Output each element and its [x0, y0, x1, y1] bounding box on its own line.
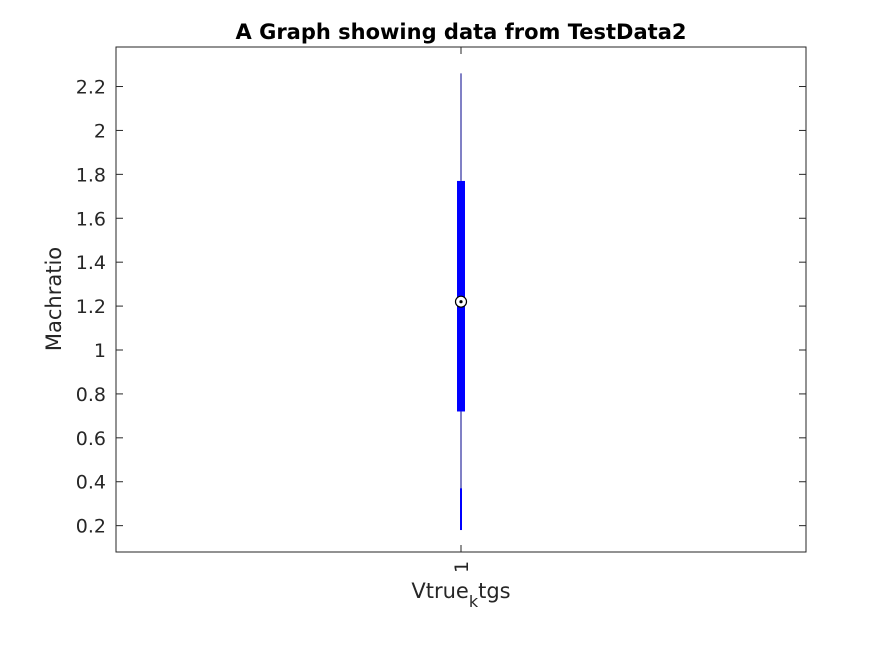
- y-tick-label: 1.2: [76, 296, 106, 318]
- median-marker-dot: [459, 300, 463, 304]
- y-axis-ticks: [116, 86, 806, 527]
- x-axis-label-suffix: tgs: [478, 579, 511, 603]
- x-axis-label-main: Vtrue: [411, 579, 468, 603]
- y-tick-label: 2.2: [76, 77, 106, 99]
- x-tick-label: 1: [451, 561, 473, 573]
- chart-title: A Graph showing data from TestData2: [236, 20, 687, 44]
- y-tick-label: 1.8: [76, 164, 106, 186]
- y-axis-label: Machratio: [42, 247, 66, 351]
- y-tick-label: 1.4: [76, 252, 106, 274]
- x-axis-tick-labels: 1: [451, 561, 473, 573]
- y-tick-label: 1.6: [76, 208, 106, 230]
- y-tick-label: 0.4: [76, 472, 106, 494]
- y-tick-label: 2: [94, 120, 106, 142]
- box-series: [454, 73, 468, 531]
- x-axis-label-subscript: k: [469, 592, 479, 611]
- y-tick-label: 0.2: [76, 516, 106, 538]
- y-tick-label: 0.8: [76, 384, 106, 406]
- y-tick-label: 1: [94, 340, 106, 362]
- y-axis-tick-labels: 0.2 0.4 0.6 0.8 1 1.2 1.4 1.6 1.8 2 2.2: [76, 77, 106, 538]
- y-tick-label: 0.6: [76, 428, 106, 450]
- x-axis-label: Vtruektgs: [411, 579, 510, 611]
